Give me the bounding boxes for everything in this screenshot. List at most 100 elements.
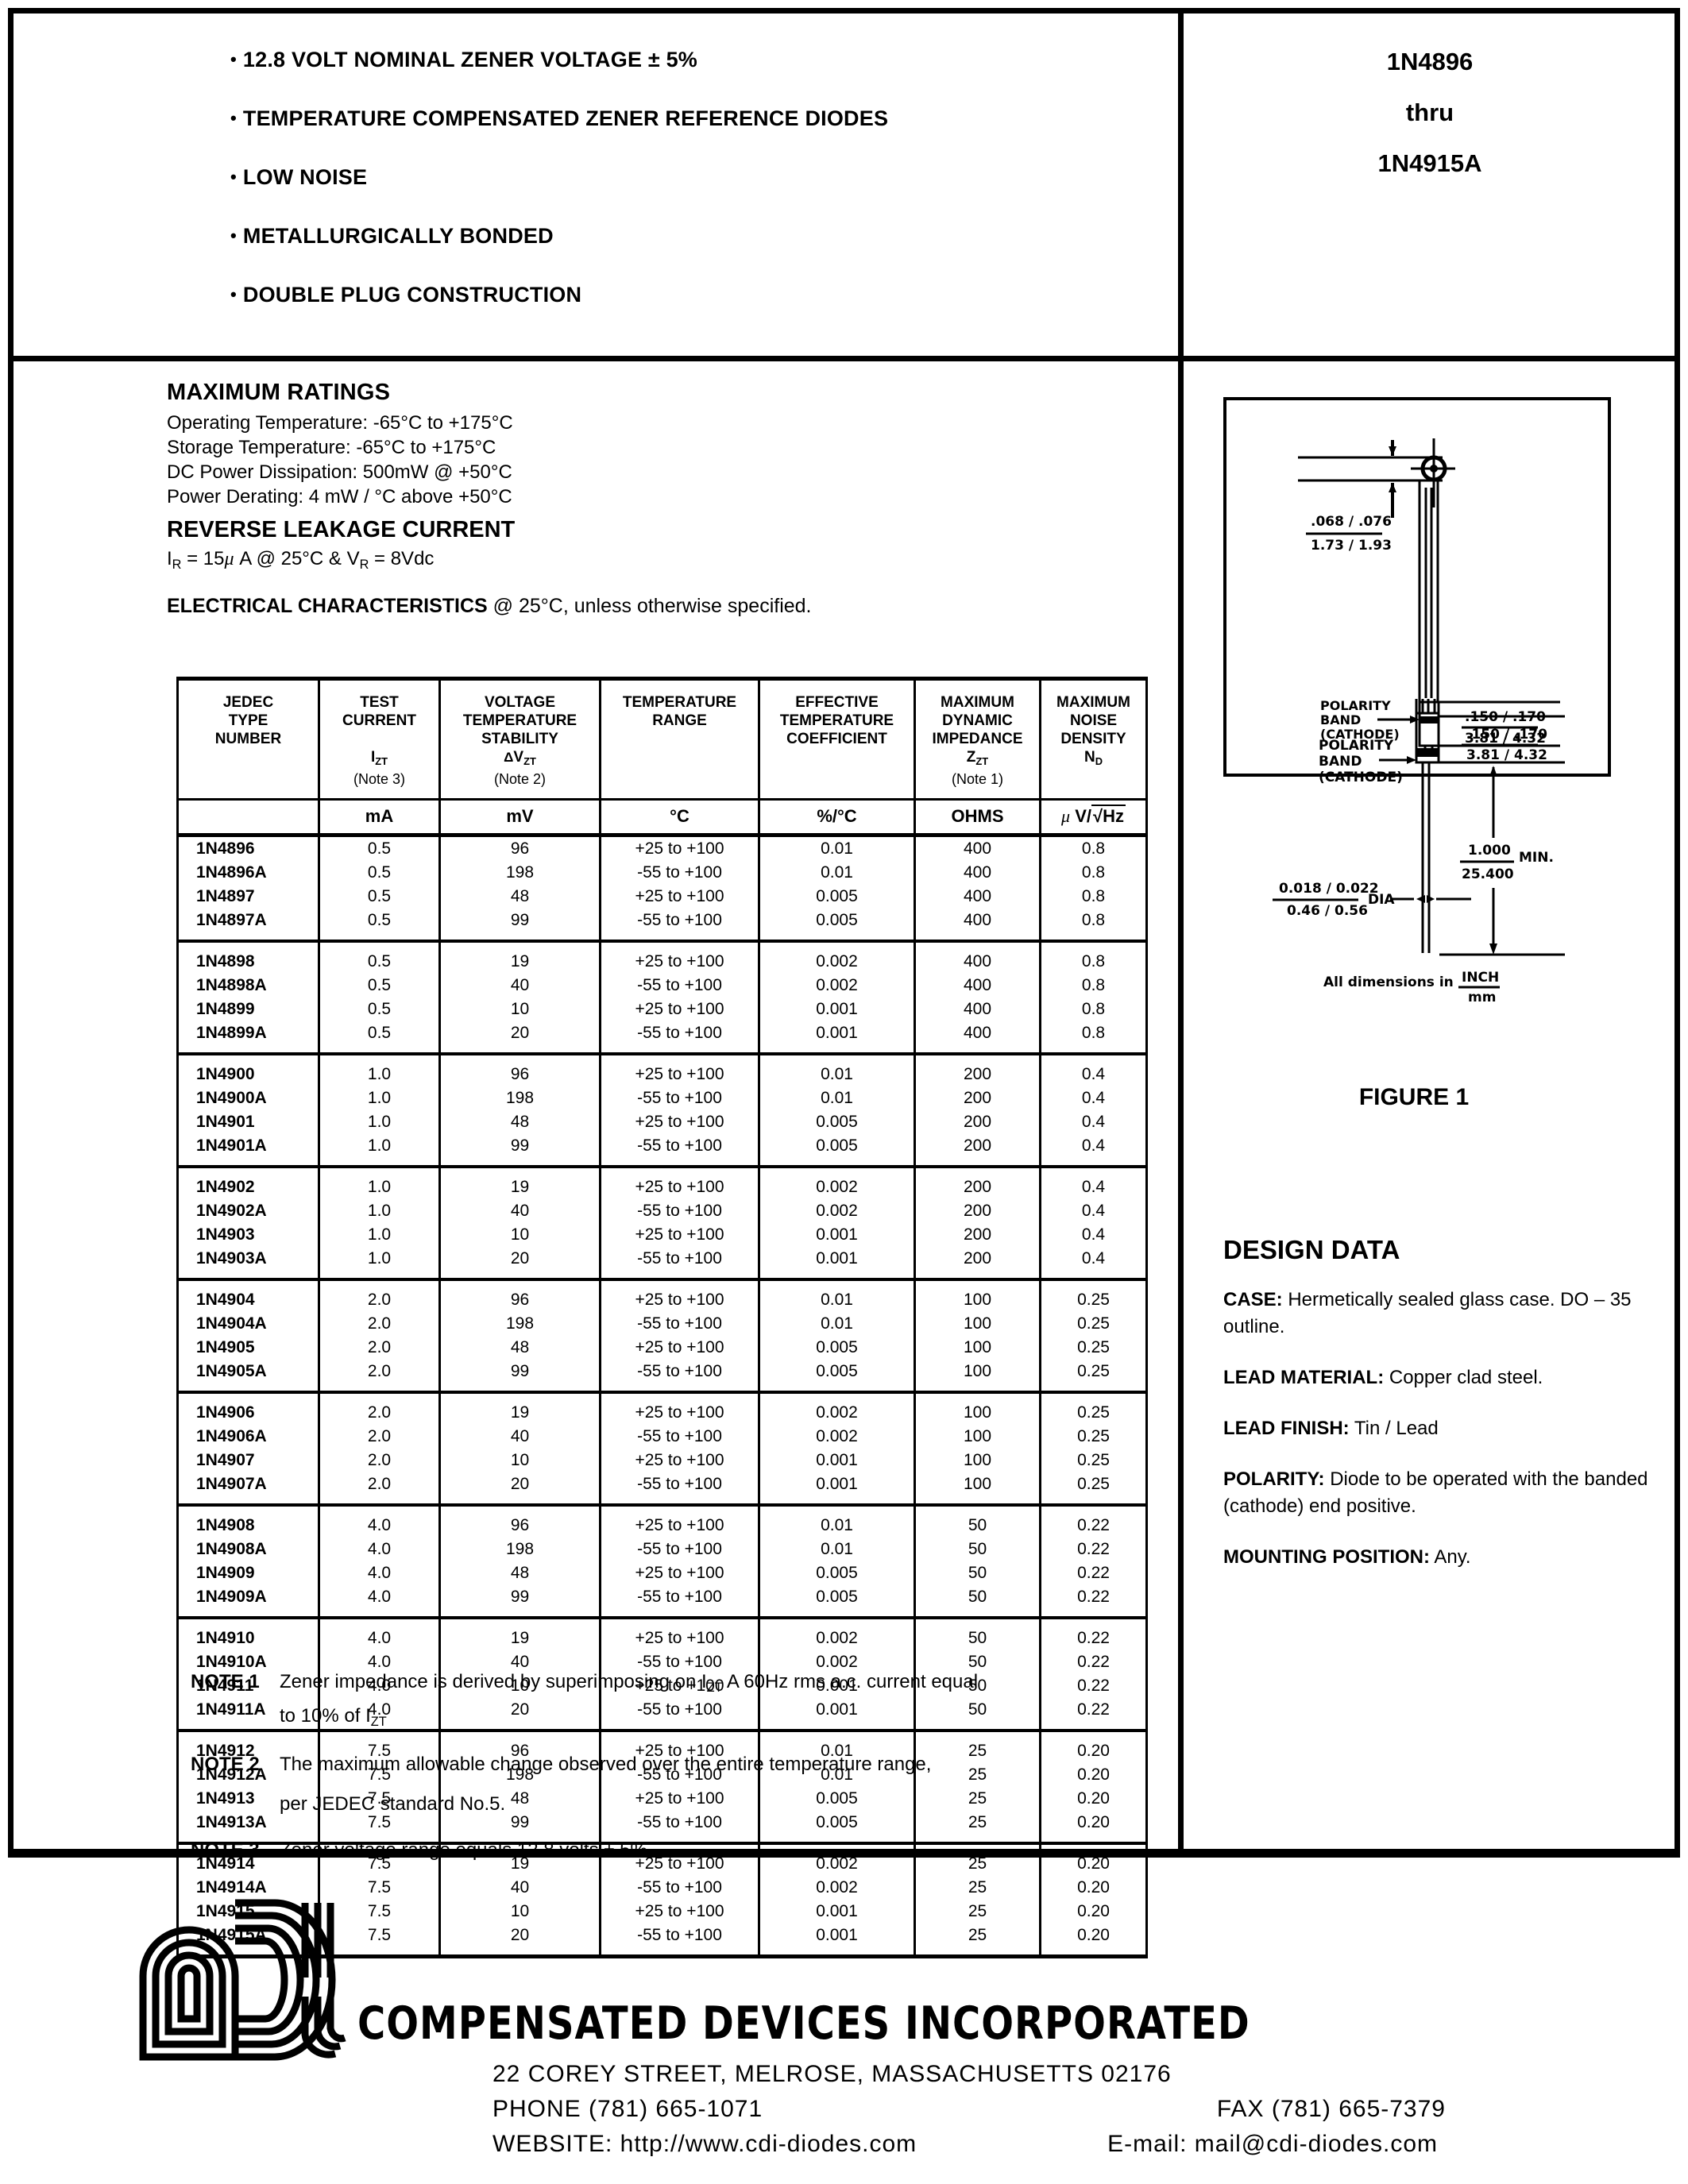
cell-value: 0.01	[758, 1503, 916, 1538]
table-row: 1N4907A 2.0 20 -55 to +100 0.001 100 0.25	[177, 1472, 1147, 1505]
feature-list: • 12.8 VOLT NOMINAL ZENER VOLTAGE ± 5% • T…	[230, 48, 1104, 341]
cell-value: +25 to +100	[599, 1335, 760, 1360]
design-data-label: LEAD MATERIAL:	[1223, 1367, 1385, 1388]
address-line: 22 COREY STREET, MELROSE, MASSACHUSETTS …	[492, 2061, 1172, 2087]
ir-body: = 15	[181, 548, 225, 569]
cell-value: 0.20	[1039, 1762, 1147, 1787]
cell-value: 198	[438, 1311, 601, 1336]
cell-value: 0.002	[758, 1390, 916, 1425]
design-data-value: Diode to be operated with the banded (ca…	[1223, 1468, 1648, 1517]
cell-value: 100	[914, 1472, 1041, 1505]
page-border-right	[1674, 8, 1680, 1854]
part-number-thru: thru	[1405, 98, 1454, 126]
table-row: 1N4904 2.0 96 +25 to +100 0.01 100 0.25	[177, 1277, 1147, 1312]
cell-value: 0.20	[1039, 1841, 1147, 1876]
cell-value: -55 to +100	[599, 860, 760, 885]
cell-value: 96	[438, 1051, 601, 1086]
unit-cell: %/°C	[758, 797, 916, 837]
cell-value: 0.4	[1039, 1246, 1147, 1279]
cell-part-number: 1N4907	[177, 1448, 320, 1472]
cell-value: 4.0	[318, 1584, 441, 1618]
table-row: 1N4904A 2.0 198 -55 to +100 0.01 100 0.25	[177, 1311, 1147, 1336]
feature-item: • DOUBLE PLUG CONSTRUCTION	[230, 283, 1104, 307]
cell-value: 0.5	[318, 908, 441, 941]
table-row: 1N4903A 1.0 20 -55 to +100 0.001 200 0.4	[177, 1246, 1147, 1279]
dim-len-mm: 3.81 / 4.32	[1465, 731, 1546, 747]
design-data-value: Copper clad steel.	[1384, 1367, 1543, 1388]
ir-tail: A @ 25°C & V	[234, 548, 360, 569]
cell-value: 100	[914, 1335, 1041, 1360]
ratings-block: MAXIMUM RATINGS Operating Temperature: -…	[167, 380, 1160, 618]
cell-value: 0.8	[1039, 884, 1147, 909]
cell-part-number: 1N4914A	[177, 1875, 320, 1900]
cell-value: +25 to +100	[599, 997, 760, 1021]
col-header-dynamic-impedance: MAXIMUM DYNAMIC IMPEDANCE ZZT (Note 1)	[914, 678, 1041, 800]
ir-subscript: R	[172, 557, 182, 572]
cell-value: 0.20	[1039, 1728, 1147, 1763]
table-row: 1N4900A 1.0 198 -55 to +100 0.01 200 0.4	[177, 1086, 1147, 1110]
cell-part-number: 1N4905	[177, 1335, 320, 1360]
feature-label: TEMPERATURE COMPENSATED ZENER REFERENCE …	[242, 106, 889, 130]
cell-value: 0.005	[758, 1133, 916, 1167]
cell-value: 50	[914, 1697, 1041, 1731]
cell-value: 1.0	[318, 1109, 441, 1134]
cell-value: 0.001	[758, 1923, 916, 1957]
table-row: 1N4896 0.5 96 +25 to +100 0.01 400 0.8	[177, 835, 1147, 861]
cell-value: 0.20	[1039, 1810, 1147, 1843]
cell-value: 0.001	[758, 1472, 916, 1505]
feature-item: • TEMPERATURE COMPENSATED ZENER REFERENCE…	[230, 106, 1104, 131]
cell-part-number: 1N4902	[177, 1164, 320, 1199]
cell-value: +25 to +100	[599, 1615, 760, 1650]
cell-value: 0.002	[758, 1424, 916, 1449]
cell-value: 0.005	[758, 1786, 916, 1811]
cell-value: 0.5	[318, 939, 441, 974]
cell-value: 0.002	[758, 939, 916, 974]
cell-value: +25 to +100	[599, 884, 760, 909]
cell-value: 99	[438, 1584, 601, 1618]
table-row: 1N4908A 4.0 198 -55 to +100 0.01 50 0.22	[177, 1537, 1147, 1561]
cell-value: -55 to +100	[599, 1359, 760, 1392]
cell-value: 1.0	[318, 1051, 441, 1086]
note-text: Zener voltage range equals 12.8 volts ± …	[280, 1839, 653, 1861]
cell-value: 48	[438, 1335, 601, 1360]
table-row: 1N4897A 0.5 99 -55 to +100 0.005 400 0.8	[177, 908, 1147, 941]
cell-part-number: 1N4903A	[177, 1246, 320, 1279]
cell-value: 0.002	[758, 1198, 916, 1223]
cell-part-number: 1N4906A	[177, 1424, 320, 1449]
table-row: 1N4898A 0.5 40 -55 to +100 0.002 400 0.8	[177, 973, 1147, 997]
cell-value: 50	[914, 1673, 1041, 1698]
company-name: COMPENSATED DEVICES INCORPORATED	[357, 1997, 1250, 2050]
cell-value: 0.001	[758, 1246, 916, 1279]
cell-value: 1.0	[318, 1222, 441, 1247]
cell-value: 1.0	[318, 1164, 441, 1199]
cell-value: 25	[914, 1728, 1041, 1763]
cell-value: 100	[914, 1277, 1041, 1312]
cell-value: 4.0	[318, 1673, 441, 1698]
cell-value: 400	[914, 1021, 1041, 1054]
cell-value: 7.5	[318, 1786, 441, 1811]
cell-value: 0.01	[758, 1762, 916, 1787]
cell-value: 100	[914, 1311, 1041, 1336]
cell-value: 0.25	[1039, 1390, 1147, 1425]
cell-value: 50	[914, 1503, 1041, 1538]
email-link[interactable]: E-mail: mail@cdi-diodes.com	[1107, 2131, 1438, 2157]
cell-value: 4.0	[318, 1697, 441, 1731]
website-link[interactable]: WEBSITE: http://www.cdi-diodes.com	[492, 2131, 917, 2157]
dia-label: DIA	[1368, 892, 1395, 908]
note-row: NOTE 1 Zener impedance is derived by sup…	[191, 1668, 1168, 1736]
table-units-row: mA mV °C %/°C OHMS μ V/√Hz	[177, 797, 1147, 837]
cell-value: 2.0	[318, 1448, 441, 1472]
cell-value: 2.0	[318, 1311, 441, 1336]
cell-value: 0.8	[1039, 973, 1147, 997]
cell-value: 2.0	[318, 1424, 441, 1449]
cell-value: 25	[914, 1762, 1041, 1787]
cell-value: 0.01	[758, 1728, 916, 1763]
cell-value: 0.005	[758, 1109, 916, 1134]
cell-value: 0.001	[758, 1448, 916, 1472]
cell-value: 0.01	[758, 1311, 916, 1336]
design-data-value: Tin / Lead	[1349, 1418, 1439, 1439]
bullet-icon: •	[230, 284, 237, 304]
rating-line: DC Power Dissipation: 500mW @ +50°C	[167, 461, 512, 483]
cell-value: 48	[438, 1561, 601, 1585]
cell-value: -55 to +100	[599, 1584, 760, 1618]
